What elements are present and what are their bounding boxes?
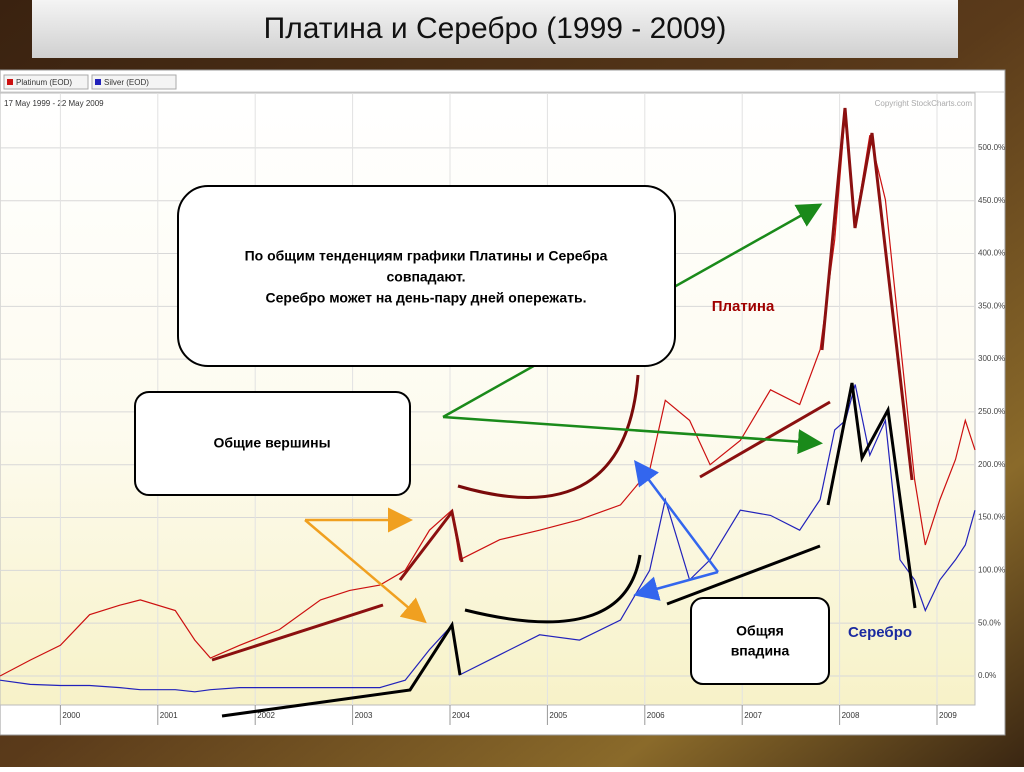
note-text: Общяя — [736, 623, 784, 639]
y-tick-label: 400.0% — [978, 249, 1005, 258]
x-tick-label: 2007 — [744, 711, 762, 720]
annotations: По общим тенденциям графики Платины и Се… — [134, 107, 917, 718]
date-range: 17 May 1999 - 22 May 2009 — [4, 99, 104, 108]
trend-line — [211, 603, 384, 662]
note-text: впадина — [731, 643, 790, 659]
legend-label: Silver (EOD) — [104, 78, 149, 87]
legend-item: Silver (EOD) — [91, 74, 177, 90]
series-annotation: Платина — [712, 298, 775, 315]
series-lines — [0, 109, 976, 693]
x-tick-label: 2001 — [160, 711, 178, 720]
y-tick-label: 300.0% — [978, 354, 1005, 363]
legend-box — [3, 74, 89, 90]
legend-swatch — [7, 79, 13, 85]
trend-line — [398, 508, 464, 581]
note-text: Серебро может на день-пару дней опережат… — [266, 290, 587, 306]
y-tick-label: 350.0% — [978, 301, 1005, 310]
arrow — [304, 519, 427, 624]
note-box — [134, 391, 411, 496]
trend-line — [221, 620, 462, 718]
y-tick-label: 250.0% — [978, 407, 1005, 416]
x-tick-label: 2009 — [939, 711, 957, 720]
legend-label: Platinum (EOD) — [16, 78, 72, 87]
note-box — [690, 597, 830, 685]
y-tick-label: 200.0% — [978, 460, 1005, 469]
series-line — [0, 384, 976, 693]
y-tick-label: 0.0% — [978, 671, 996, 680]
x-tick-label: 2006 — [647, 711, 665, 720]
legend-swatch — [95, 79, 101, 85]
y-tick-label: 150.0% — [978, 513, 1005, 522]
trend-line — [826, 382, 917, 609]
trend-line — [666, 544, 821, 606]
arrow — [633, 570, 719, 601]
y-tick-label: 500.0% — [978, 143, 1005, 152]
copyright: Copyright StockCharts.com — [875, 99, 973, 108]
note-text: совпадают. — [387, 269, 466, 285]
y-tick-label: 450.0% — [978, 196, 1005, 205]
title-bar — [32, 0, 958, 58]
x-tick-label: 2002 — [257, 711, 275, 720]
x-tick-label: 2004 — [452, 711, 470, 720]
x-tick-label: 2008 — [842, 711, 860, 720]
x-tick-label: 2000 — [62, 711, 80, 720]
arc — [464, 554, 642, 624]
chart-title: Платина и Серебро (1999 - 2009) — [264, 12, 727, 45]
series-line — [0, 109, 976, 677]
legend-box — [91, 74, 177, 90]
note-box — [177, 185, 676, 367]
y-tick-label: 50.0% — [978, 618, 1001, 627]
note-text: Общие вершины — [213, 435, 330, 451]
trend-line — [820, 107, 914, 481]
y-tick-label: 100.0% — [978, 565, 1005, 574]
x-tick-label: 2003 — [355, 711, 373, 720]
arrow — [634, 460, 719, 573]
note-text: По общим тенденциям графики Платины и Се… — [245, 248, 608, 264]
arc — [457, 374, 640, 499]
x-tick-label: 2005 — [549, 711, 567, 720]
series-annotation: Серебро — [848, 624, 912, 641]
arrow — [442, 415, 823, 455]
legend-item: Platinum (EOD) — [3, 74, 89, 90]
